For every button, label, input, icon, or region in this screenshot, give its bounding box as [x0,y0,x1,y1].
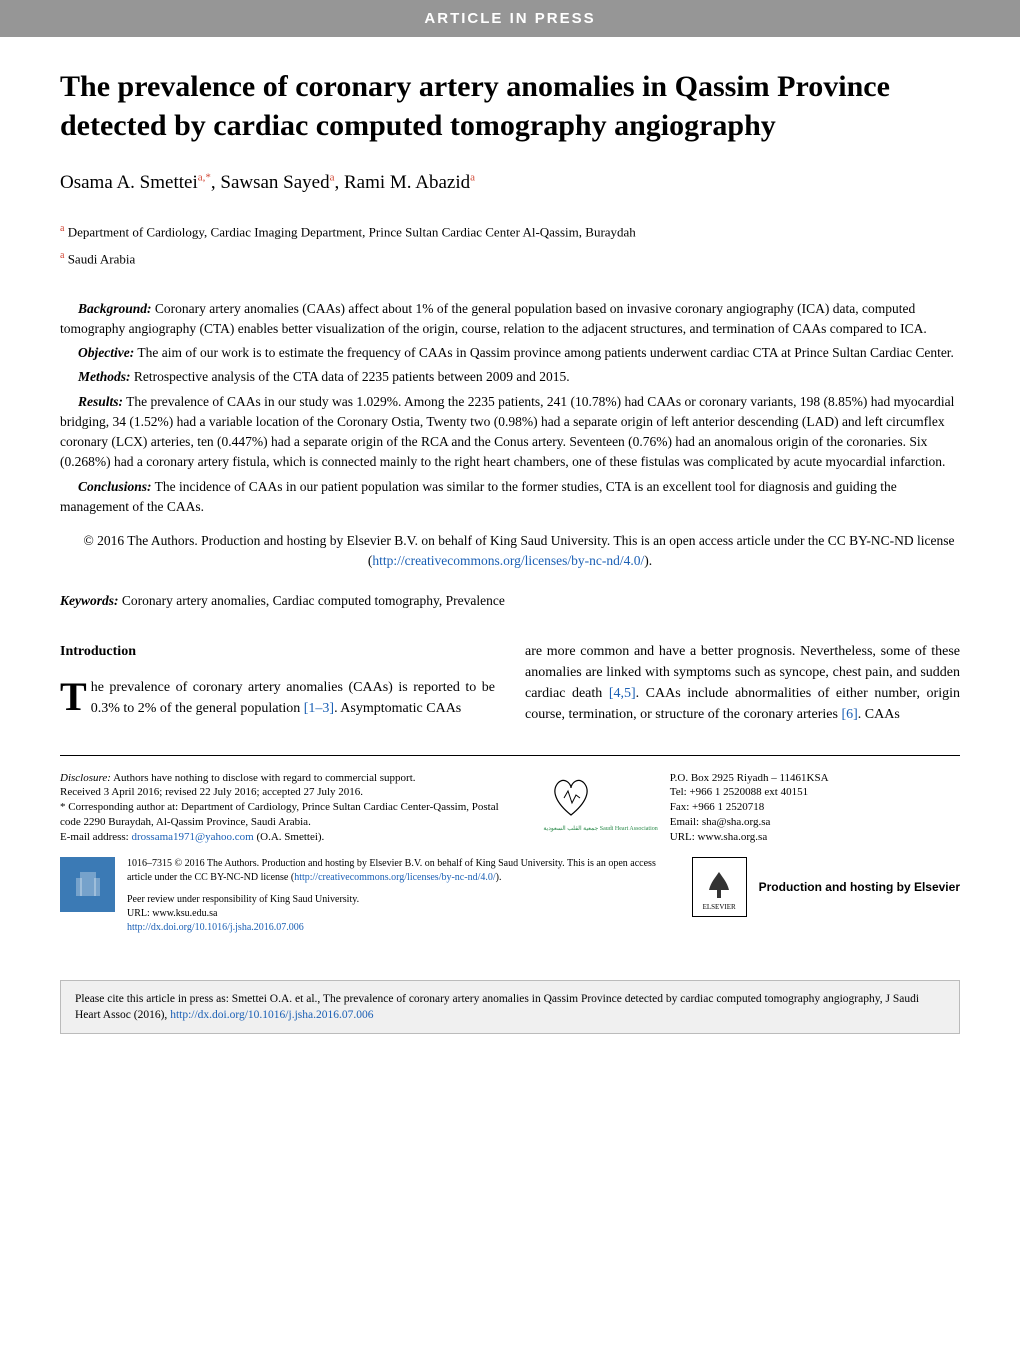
issn-row: 1016–7315 © 2016 The Authors. Production… [60,857,960,935]
elsevier-logo-icon: ELSEVIER [692,857,747,917]
cite-doi-link[interactable]: http://dx.doi.org/10.1016/j.jsha.2016.07… [170,1009,373,1021]
doi-link[interactable]: http://dx.doi.org/10.1016/j.jsha.2016.07… [127,922,304,933]
body-columns: Introduction The prevalence of coronary … [60,641,960,725]
column-right: are more common and have a better progno… [525,641,960,725]
elsevier-tree-icon [704,868,734,903]
heart-icon [543,771,598,826]
abstract-block: Background: Coronary artery anomalies (C… [60,299,960,572]
results-text: The prevalence of CAAs in our study was … [60,394,954,470]
email-author: (O.A. Smettei). [254,831,325,843]
author-1: Osama A. Smettei [60,172,198,193]
contact-email: Email: sha@sha.org.sa [670,815,960,830]
tel: Tel: +966 1 2520088 ext 40151 [670,785,960,800]
conclusions-label: Conclusions: [78,479,152,494]
disclosure-label: Disclosure: [60,772,111,784]
keywords-text: Coronary artery anomalies, Cardiac compu… [122,593,505,608]
author-2-sup: a [330,172,335,184]
heart-caption: جمعية القلب السعودية Saudi Heart Associa… [543,826,657,833]
affiliation-1-sup: a [60,223,64,234]
results-label: Results: [78,394,123,409]
license-suffix: ). [644,553,652,568]
corresponding-text: * Corresponding author at: Department of… [60,800,518,830]
peer-review-text: Peer review under responsibility of King… [127,893,680,907]
production-text: Production and hosting by Elsevier [759,879,960,895]
objective-label: Objective: [78,345,134,360]
received-text: Received 3 April 2016; revised 22 July 2… [60,785,518,800]
footer-right: جمعية القلب السعودية Saudi Heart Associa… [543,771,960,845]
column-left: Introduction The prevalence of coronary … [60,641,495,725]
email-label: E-mail address: [60,831,131,843]
issn-link[interactable]: http://creativecommons.org/licenses/by-n… [294,872,495,883]
keywords-label: Keywords: [60,593,119,608]
authors-list: Osama A. Smetteia,*, Sawsan Sayeda, Rami… [60,170,960,197]
contact-info: P.O. Box 2925 Riyadh – 11461KSA Tel: +96… [670,771,960,845]
email-link[interactable]: drossama1971@yahoo.com [131,831,253,843]
article-in-press-banner: ARTICLE IN PRESS [0,0,1020,37]
footer-left: Disclosure: Authors have nothing to disc… [60,771,518,845]
article-title: The prevalence of coronary artery anomal… [60,67,960,145]
methods-label: Methods: [78,369,131,384]
affiliation-2: a Saudi Arabia [60,249,960,269]
keywords-line: Keywords: Coronary artery anomalies, Car… [60,592,960,611]
affiliation-1: a Department of Cardiology, Cardiac Imag… [60,222,960,242]
cite-box: Please cite this article in press as: Sm… [60,980,960,1034]
license-link[interactable]: http://creativecommons.org/licenses/by-n… [372,553,644,568]
col2-text3: . CAAs [858,707,900,722]
ref-4-5[interactable]: [4,5] [609,686,636,701]
dropcap: T [60,677,91,715]
objective-text: The aim of our work is to estimate the f… [137,345,954,360]
pobox: P.O. Box 2925 Riyadh – 11461KSA [670,771,960,786]
methods-text: Retrospective analysis of the CTA data o… [134,369,570,384]
affiliation-2-text: Saudi Arabia [68,251,136,266]
ksu-logo-icon [60,857,115,912]
introduction-heading: Introduction [60,641,495,662]
background-label: Background: [78,301,152,316]
disclosure-text: Authors have nothing to disclose with re… [113,772,415,784]
footer-section: Disclosure: Authors have nothing to disc… [60,755,960,935]
ref-1-3[interactable]: [1–3] [304,701,334,716]
issn-suffix: ). [496,872,502,883]
ref-6[interactable]: [6] [841,707,857,722]
fax: Fax: +966 1 2520718 [670,800,960,815]
conclusions-text: The incidence of CAAs in our patient pop… [60,479,897,514]
col1-after: . Asymptomatic CAAs [334,701,461,716]
author-2: Sawsan Sayed [220,172,329,193]
main-content: The prevalence of coronary artery anomal… [0,37,1020,965]
author-3-sup: a [470,172,475,184]
contact-url: URL: www.sha.org.sa [670,830,960,845]
author-3: Rami M. Abazid [344,172,470,193]
affiliation-1-text: Department of Cardiology, Cardiac Imagin… [68,224,636,239]
ksu-url: URL: www.ksu.edu.sa [127,907,680,921]
affiliation-2-sup: a [60,250,64,261]
author-1-sup: a,* [198,172,211,184]
background-text: Coronary artery anomalies (CAAs) affect … [60,301,927,336]
